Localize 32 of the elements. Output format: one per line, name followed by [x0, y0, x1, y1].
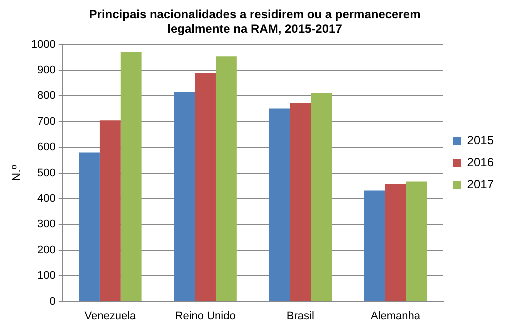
y-tick-label: 500 [38, 167, 56, 180]
bar [290, 103, 312, 302]
y-tick-label: 900 [38, 64, 56, 77]
y-tick-label: 600 [38, 142, 56, 154]
legend-label: 2017 [467, 177, 494, 192]
x-tick-label: Venezuela [84, 310, 137, 322]
bar [311, 93, 332, 302]
bar [385, 184, 406, 302]
y-tick-label: 100 [38, 270, 56, 282]
y-tick-label: 700 [38, 116, 56, 128]
x-tick-label: Alemanha [370, 310, 422, 322]
x-tick-label: Brasil [286, 310, 314, 322]
bar [269, 108, 290, 302]
bar [216, 56, 237, 302]
chart-title: Principais nacionalidades a residirem ou a permanecerem legalmente na RAM, 2015-2017 [89, 8, 421, 36]
legend-label: 2016 [467, 155, 494, 170]
y-tick-label: 300 [38, 218, 56, 231]
x-tick-label: Reino Unido [175, 310, 236, 322]
bar [79, 152, 100, 302]
legend-label: 2015 [467, 133, 494, 148]
y-tick-label: 200 [38, 244, 56, 256]
bar [406, 182, 428, 302]
y-axis-title: N.º [10, 164, 24, 182]
bar [195, 73, 216, 302]
y-tick-label: 0 [50, 296, 56, 308]
bar [174, 92, 196, 302]
y-tick-label: 1000 [31, 38, 56, 51]
bar [100, 120, 121, 302]
bar [364, 190, 386, 302]
y-tick-label: 800 [38, 90, 56, 102]
bar [120, 52, 142, 302]
y-tick-label: 400 [38, 193, 56, 206]
